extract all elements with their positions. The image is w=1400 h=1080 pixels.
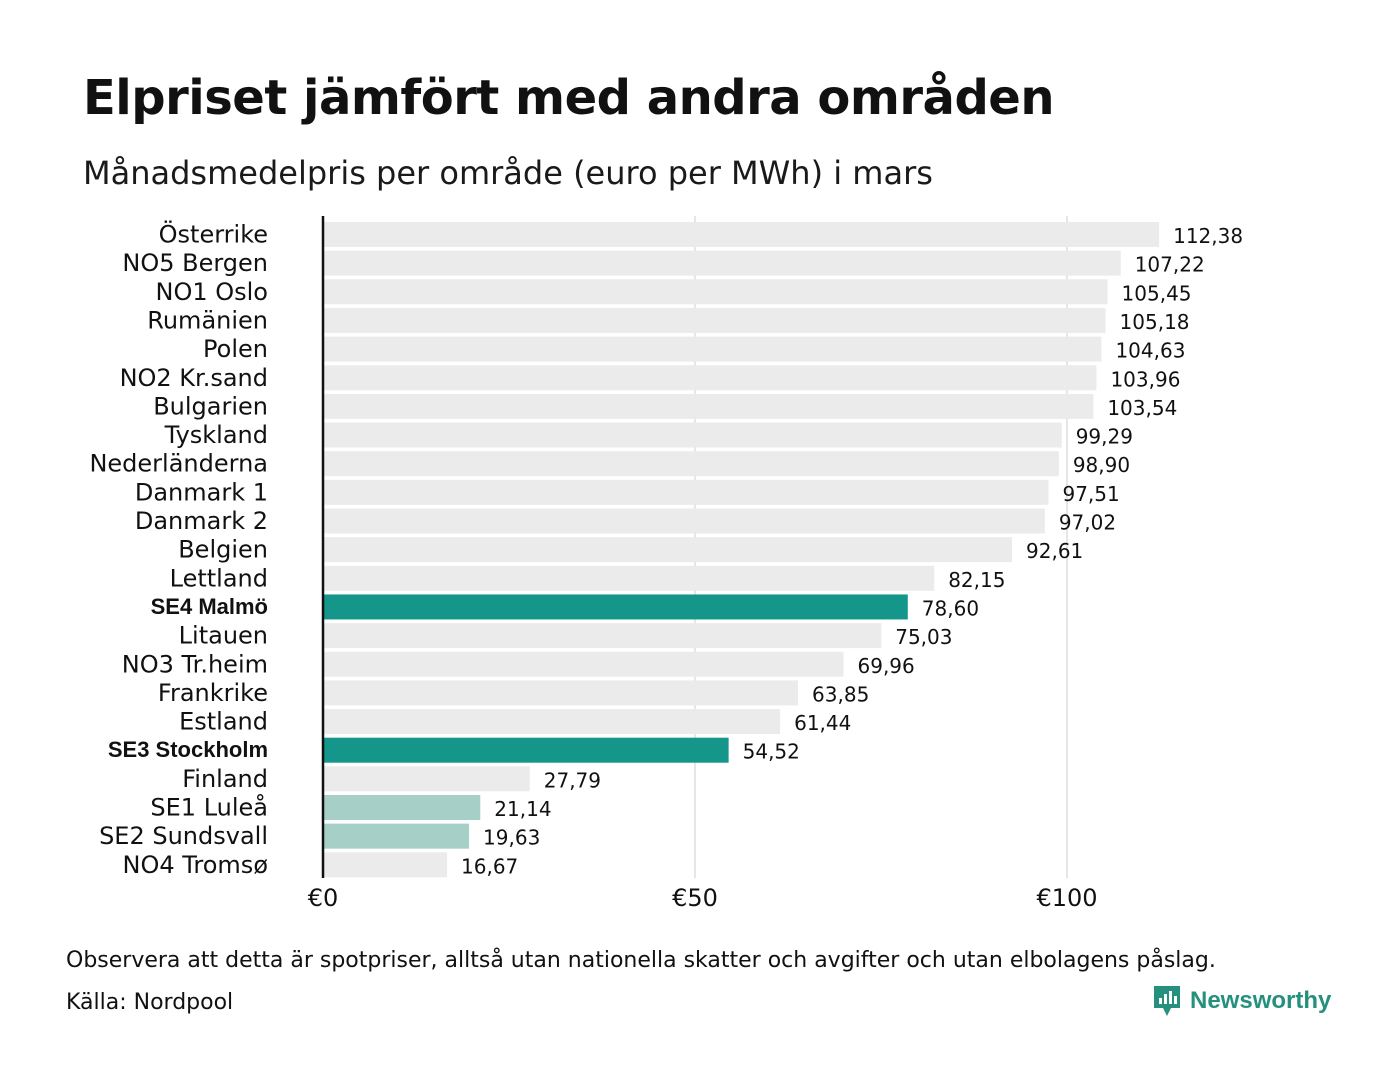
bar-15 bbox=[323, 651, 844, 677]
bar-13 bbox=[323, 594, 908, 620]
bar-9 bbox=[323, 479, 1049, 505]
footnote: Observera att detta är spotpriser, allts… bbox=[66, 948, 1216, 973]
newsworthy-logo[interactable]: Newsworthy bbox=[1152, 984, 1331, 1018]
bar-1 bbox=[323, 250, 1121, 276]
bar-6 bbox=[323, 393, 1094, 419]
bar-11 bbox=[323, 537, 1013, 563]
bar-chart: Österrike 112,38 NO5 Bergen 107,22 NO1 Oslo 1… bbox=[89, 216, 1243, 912]
x-tick-label-50: €50 bbox=[672, 884, 718, 912]
bar-22 bbox=[323, 852, 448, 878]
category-label-13: SE4 Malmö bbox=[151, 594, 268, 619]
category-label-21: SE2 Sundsvall bbox=[99, 822, 268, 850]
source-note: Källa: Nordpool bbox=[66, 990, 234, 1015]
value-label-14: 75,03 bbox=[895, 625, 952, 649]
value-label-17: 61,44 bbox=[794, 711, 851, 735]
category-label-1: NO5 Bergen bbox=[122, 249, 268, 277]
value-label-0: 112,38 bbox=[1173, 224, 1243, 248]
value-label-20: 21,14 bbox=[494, 797, 551, 821]
bar-chart-badge-icon bbox=[1154, 986, 1180, 1016]
brand-name: Newsworthy bbox=[1190, 987, 1332, 1014]
category-label-9: Danmark 1 bbox=[135, 478, 268, 506]
value-label-16: 63,85 bbox=[812, 682, 869, 706]
x-tick-label-0: €0 bbox=[308, 884, 339, 912]
bar-8 bbox=[323, 451, 1059, 477]
bar-17 bbox=[323, 709, 781, 735]
category-label-2: NO1 Oslo bbox=[156, 278, 269, 306]
category-label-17: Estland bbox=[179, 708, 268, 736]
bar-16 bbox=[323, 680, 799, 706]
value-label-6: 103,54 bbox=[1107, 396, 1177, 420]
bar-0 bbox=[323, 222, 1160, 247]
bar-20 bbox=[323, 795, 481, 820]
value-label-7: 99,29 bbox=[1076, 425, 1133, 449]
category-label-6: Bulgarien bbox=[153, 392, 268, 420]
bar-14 bbox=[323, 623, 882, 649]
bar-19 bbox=[323, 766, 530, 792]
value-label-12: 82,15 bbox=[948, 568, 1005, 592]
value-label-22: 16,67 bbox=[461, 854, 518, 878]
bar-5 bbox=[323, 365, 1097, 391]
category-label-5: NO2 Kr.sand bbox=[120, 364, 268, 392]
category-label-4: Polen bbox=[203, 335, 268, 363]
x-tick-label-100: €100 bbox=[1036, 884, 1097, 912]
value-label-3: 105,18 bbox=[1120, 310, 1190, 334]
bar-18 bbox=[323, 737, 729, 763]
value-label-5: 103,96 bbox=[1110, 367, 1180, 391]
category-label-0: Österrike bbox=[159, 220, 268, 249]
value-label-19: 27,79 bbox=[544, 768, 601, 792]
category-label-15: NO3 Tr.heim bbox=[122, 650, 268, 678]
category-label-8: Nederländerna bbox=[89, 450, 268, 478]
value-label-2: 105,45 bbox=[1122, 281, 1192, 305]
category-label-19: Finland bbox=[182, 765, 268, 793]
value-label-8: 98,90 bbox=[1073, 453, 1130, 477]
category-label-12: Lettland bbox=[170, 564, 268, 592]
bar-2 bbox=[323, 279, 1108, 305]
value-label-11: 92,61 bbox=[1026, 539, 1083, 563]
category-label-18: SE3 Stockholm bbox=[108, 737, 268, 762]
value-label-4: 104,63 bbox=[1115, 339, 1185, 363]
category-label-22: NO4 Tromsø bbox=[123, 851, 268, 879]
value-label-1: 107,22 bbox=[1135, 253, 1205, 277]
value-label-10: 97,02 bbox=[1059, 511, 1116, 535]
value-label-18: 54,52 bbox=[743, 740, 800, 764]
category-label-11: Belgien bbox=[178, 536, 268, 564]
value-label-15: 69,96 bbox=[858, 654, 915, 678]
category-label-3: Rumänien bbox=[147, 306, 268, 334]
bar-10 bbox=[323, 508, 1045, 534]
chart-title: Elpriset jämfört med andra områden bbox=[83, 70, 1055, 126]
bar-12 bbox=[323, 565, 935, 591]
value-label-9: 97,51 bbox=[1062, 482, 1119, 506]
category-label-16: Frankrike bbox=[158, 679, 268, 707]
category-label-20: SE1 Luleå bbox=[150, 793, 268, 822]
value-label-21: 19,63 bbox=[483, 826, 540, 850]
bar-21 bbox=[323, 823, 470, 849]
bar-4 bbox=[323, 336, 1102, 362]
chart-subtitle: Månadsmedelpris per område (euro per MWh… bbox=[83, 154, 933, 192]
bar-7 bbox=[323, 422, 1062, 448]
category-label-10: Danmark 2 bbox=[135, 507, 268, 535]
bar-3 bbox=[323, 307, 1106, 333]
category-label-7: Tyskland bbox=[164, 421, 268, 449]
value-label-13: 78,60 bbox=[922, 596, 979, 620]
category-label-14: Litauen bbox=[179, 622, 268, 650]
